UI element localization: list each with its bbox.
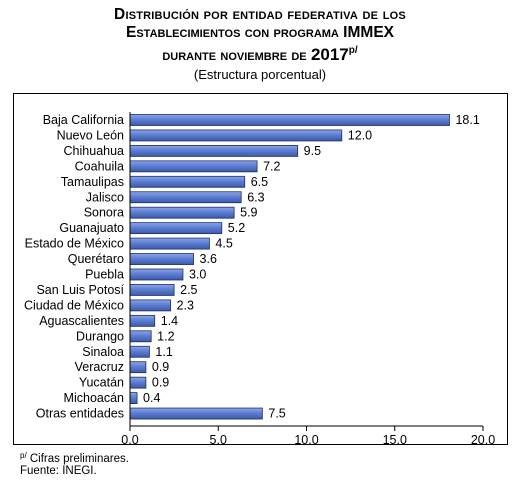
value-label: 0.9 bbox=[152, 360, 169, 374]
x-tick-label: 15.0 bbox=[383, 433, 407, 447]
bar-estado-de-mexico bbox=[129, 237, 210, 250]
bar-chihuahua bbox=[129, 144, 299, 157]
category-label: Durango bbox=[76, 329, 124, 343]
value-label: 7.2 bbox=[263, 159, 280, 173]
value-label: 2.5 bbox=[180, 283, 197, 297]
value-label: 3.6 bbox=[200, 252, 217, 266]
category-label: Veracruz bbox=[75, 360, 124, 374]
value-label: 0.4 bbox=[143, 391, 160, 405]
footnote-preliminary: p/ Cifras preliminares. bbox=[20, 449, 129, 466]
bar-sinaloa bbox=[129, 345, 150, 358]
value-label: 6.5 bbox=[251, 175, 268, 189]
category-label: Michoacán bbox=[64, 391, 124, 405]
footnote-preliminary-text: Cifras preliminares. bbox=[29, 453, 129, 465]
value-label: 4.5 bbox=[215, 237, 232, 251]
chart-frame bbox=[13, 93, 508, 445]
category-label: Guanajuato bbox=[59, 221, 124, 235]
bar-jalisco bbox=[129, 191, 242, 204]
chart-subtitle: (Estructura porcentual) bbox=[193, 67, 327, 82]
category-label: Baja California bbox=[43, 113, 124, 127]
bar-aguascalientes bbox=[129, 314, 156, 327]
x-tick-label: 20.0 bbox=[471, 433, 495, 447]
category-label: Ciudad de México bbox=[24, 298, 124, 312]
bar-baja-california bbox=[129, 114, 450, 126]
value-label: 6.3 bbox=[247, 190, 264, 204]
bar-tamaulipas bbox=[129, 175, 246, 188]
bar-durango bbox=[129, 330, 152, 343]
category-label: Nuevo León bbox=[57, 128, 124, 142]
value-label: 1.2 bbox=[157, 329, 174, 343]
bar-veracruz bbox=[129, 361, 147, 374]
bar-ciudad-de-mexico bbox=[129, 299, 171, 312]
bar-puebla bbox=[129, 268, 184, 281]
title-line-1: Distribución por entidad federativa de l… bbox=[114, 6, 406, 23]
bar-guanajuato bbox=[129, 222, 223, 235]
bar-nuevo-leon bbox=[129, 129, 343, 142]
category-label: Sinaloa bbox=[82, 345, 124, 359]
value-label: 12.0 bbox=[348, 128, 372, 142]
value-label: 0.9 bbox=[152, 376, 169, 390]
chart-title: Distribución por entidad federativa de l… bbox=[0, 6, 520, 83]
title-line-3-text: durante noviembre de bbox=[162, 47, 307, 64]
title-line-3: durante noviembre de 2017p/ bbox=[0, 42, 520, 65]
bar-yucatan bbox=[129, 376, 147, 389]
bar-michoacan bbox=[129, 392, 138, 405]
x-tick-label: 0.0 bbox=[121, 433, 138, 447]
category-label: Aguascalientes bbox=[39, 314, 124, 328]
category-label: Tamaulipas bbox=[61, 175, 124, 189]
value-label: 5.2 bbox=[228, 221, 245, 235]
bar-san-luis-potosi bbox=[129, 284, 175, 296]
category-label: San Luis Potosí bbox=[36, 283, 124, 297]
category-label: Otras entidades bbox=[36, 407, 124, 421]
bar-queretaro bbox=[129, 253, 194, 265]
footnote-source: Fuente: INEGI. bbox=[20, 465, 97, 477]
category-label: Puebla bbox=[85, 268, 124, 282]
x-tick-label: 5.0 bbox=[210, 433, 227, 447]
value-label: 9.5 bbox=[304, 144, 321, 158]
bar-sonora bbox=[129, 206, 235, 219]
category-label: Chihuahua bbox=[64, 144, 125, 158]
value-label: 5.9 bbox=[240, 206, 257, 220]
footnote-mark: p/ bbox=[20, 451, 27, 460]
bar-coahuila bbox=[129, 160, 258, 173]
value-label: 18.1 bbox=[455, 113, 479, 127]
category-label: Sonora bbox=[84, 206, 124, 220]
category-label: Coahuila bbox=[75, 159, 124, 173]
value-label: 2.3 bbox=[177, 298, 194, 312]
value-label: 1.4 bbox=[161, 314, 178, 328]
category-label: Estado de México bbox=[25, 237, 124, 251]
value-label: 7.5 bbox=[268, 407, 285, 421]
value-label: 3.0 bbox=[189, 268, 206, 282]
title-line-2: Establecimientos con programa IMMEX bbox=[126, 24, 394, 41]
title-superscript: p/ bbox=[348, 45, 358, 56]
category-label: Jalisco bbox=[86, 190, 124, 204]
title-year: 2017 bbox=[310, 45, 349, 64]
category-label: Yucatán bbox=[79, 376, 124, 390]
category-label: Querétaro bbox=[68, 252, 124, 266]
bar-otras-entidades bbox=[129, 407, 263, 420]
x-tick-label: 10.0 bbox=[294, 433, 318, 447]
value-label: 1.1 bbox=[155, 345, 172, 359]
